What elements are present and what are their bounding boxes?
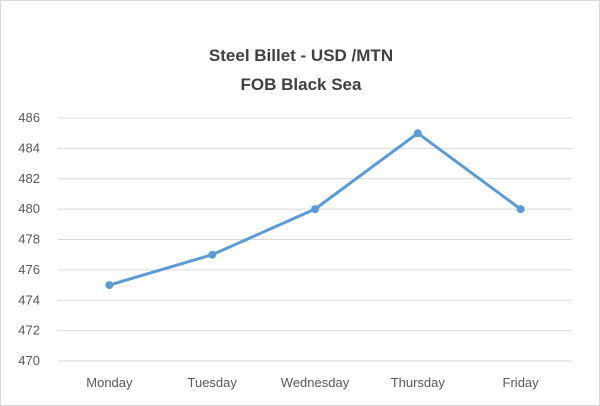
- x-tick-label-friday: Friday: [503, 375, 540, 390]
- y-tick-label-486: 486: [18, 110, 40, 125]
- data-point-monday: [105, 281, 114, 290]
- gridlines: [58, 117, 572, 362]
- y-tick-label-478: 478: [18, 232, 40, 247]
- y-axis-tick-labels: 470 472 474 476 478 480 482 484 486: [18, 110, 40, 368]
- x-tick-label-wednesday: Wednesday: [281, 375, 350, 390]
- data-point-friday: [516, 205, 525, 214]
- y-tick-label-480: 480: [18, 201, 40, 216]
- x-tick-label-thursday: Thursday: [391, 375, 446, 390]
- data-point-tuesday: [208, 250, 217, 259]
- chart-title-line-2: FOB Black Sea: [240, 75, 362, 94]
- y-tick-label-470: 470: [18, 353, 40, 368]
- x-tick-label-monday: Monday: [86, 375, 133, 390]
- y-tick-label-476: 476: [18, 262, 40, 277]
- y-tick-label-472: 472: [18, 323, 40, 338]
- data-point-wednesday: [311, 205, 319, 214]
- x-axis-tick-labels: Monday Tuesday Wednesday Thursday Friday: [86, 375, 539, 390]
- y-tick-label-484: 484: [18, 140, 40, 155]
- chart-title-line-1: Steel Billet - USD /MTN: [208, 46, 394, 65]
- data-point-thursday: [413, 129, 422, 138]
- y-tick-label-482: 482: [18, 171, 40, 186]
- y-tick-label-474: 474: [18, 292, 40, 307]
- series-group: [105, 129, 525, 290]
- x-tick-label-tuesday: Tuesday: [188, 375, 238, 390]
